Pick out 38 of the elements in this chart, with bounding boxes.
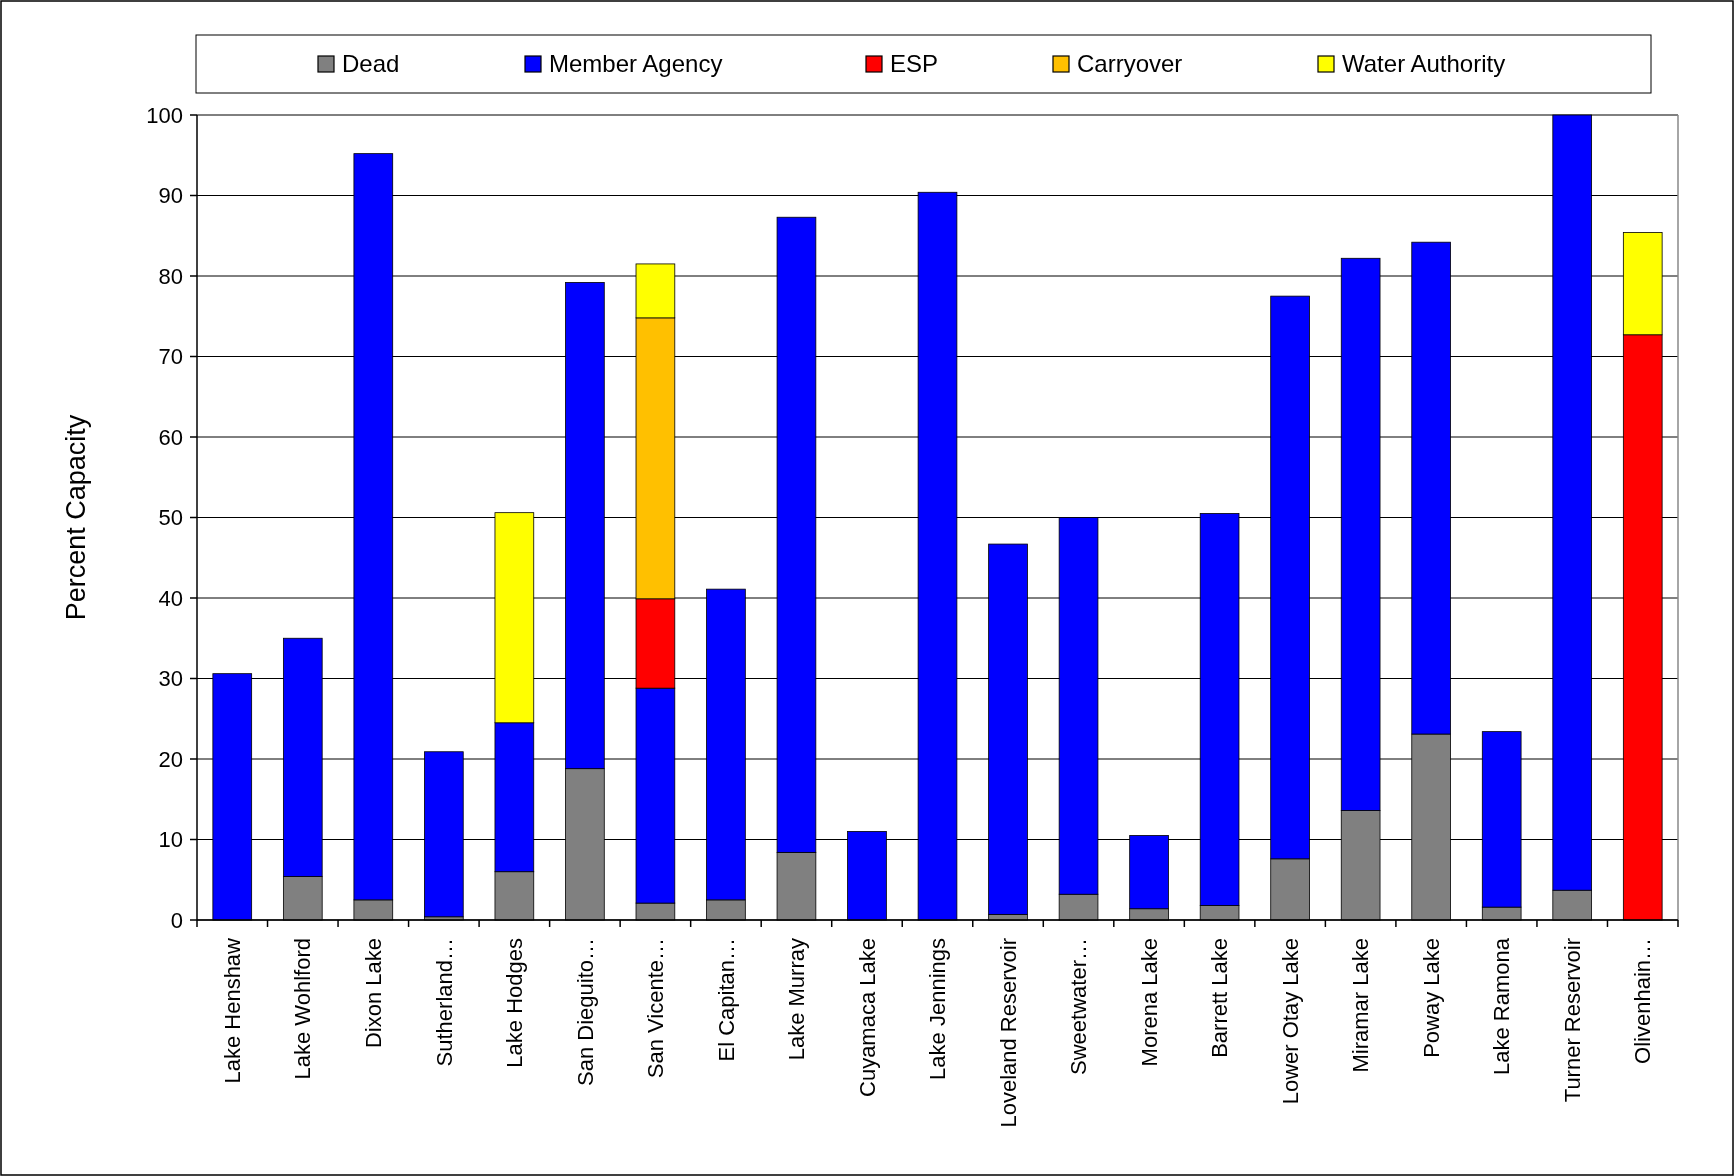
y-tick-label: 40 <box>158 585 183 611</box>
legend-label: ESP <box>890 50 939 78</box>
x-tick-label: San Dieguito… <box>572 938 598 1086</box>
x-tick-label: Dixon Lake <box>361 938 387 1049</box>
y-tick-label: 20 <box>158 746 183 772</box>
x-tick-label: El Capitan… <box>713 938 739 1062</box>
x-tick-label: Sutherland… <box>431 938 457 1067</box>
y-tick-label: 50 <box>158 505 183 531</box>
x-tick-label: San Vicente… <box>643 938 669 1079</box>
x-tick-label: Turner Reservoir <box>1559 938 1585 1103</box>
y-tick-label: 100 <box>146 102 183 128</box>
x-tick-label: Cuyamaca Lake <box>854 938 880 1097</box>
x-tick-label: Poway Lake <box>1418 938 1444 1058</box>
y-tick-label: 90 <box>158 183 183 209</box>
x-tick-label: Lower Otay Lake <box>1277 938 1303 1105</box>
x-tick-label: Lake Murray <box>784 938 810 1061</box>
y-tick-label: 30 <box>158 666 183 692</box>
y-axis-title: Percent Capacity <box>61 414 91 621</box>
x-tick-label: Barrett Lake <box>1207 938 1233 1058</box>
y-tick-label: 70 <box>158 344 183 370</box>
x-tick-label: Morena Lake <box>1136 938 1162 1067</box>
legend-label: Water Authority <box>1342 50 1506 78</box>
x-tick-label: Miramar Lake <box>1348 938 1374 1073</box>
x-tick-label: Lake Jennings <box>925 938 951 1080</box>
x-tick-label: Sweetwater… <box>1066 938 1092 1075</box>
y-tick-label: 80 <box>158 263 183 289</box>
x-tick-label: Lake Hodges <box>502 938 528 1068</box>
y-tick-label: 60 <box>158 424 183 450</box>
x-tick-label: Lake Wohlford <box>290 938 316 1080</box>
legend-label: Dead <box>342 50 400 78</box>
x-tick-label: Lake Henshaw <box>219 937 245 1084</box>
y-tick-label: 0 <box>170 907 183 933</box>
legend-label: Member Agency <box>549 50 723 78</box>
legend-label: Carryover <box>1077 50 1183 78</box>
x-tick-label: Loveland Reservoir <box>995 938 1021 1128</box>
x-tick-label: Lake Ramona <box>1489 937 1515 1075</box>
y-tick-label: 10 <box>158 827 183 853</box>
x-tick-label: Olivenhain… <box>1630 938 1656 1064</box>
